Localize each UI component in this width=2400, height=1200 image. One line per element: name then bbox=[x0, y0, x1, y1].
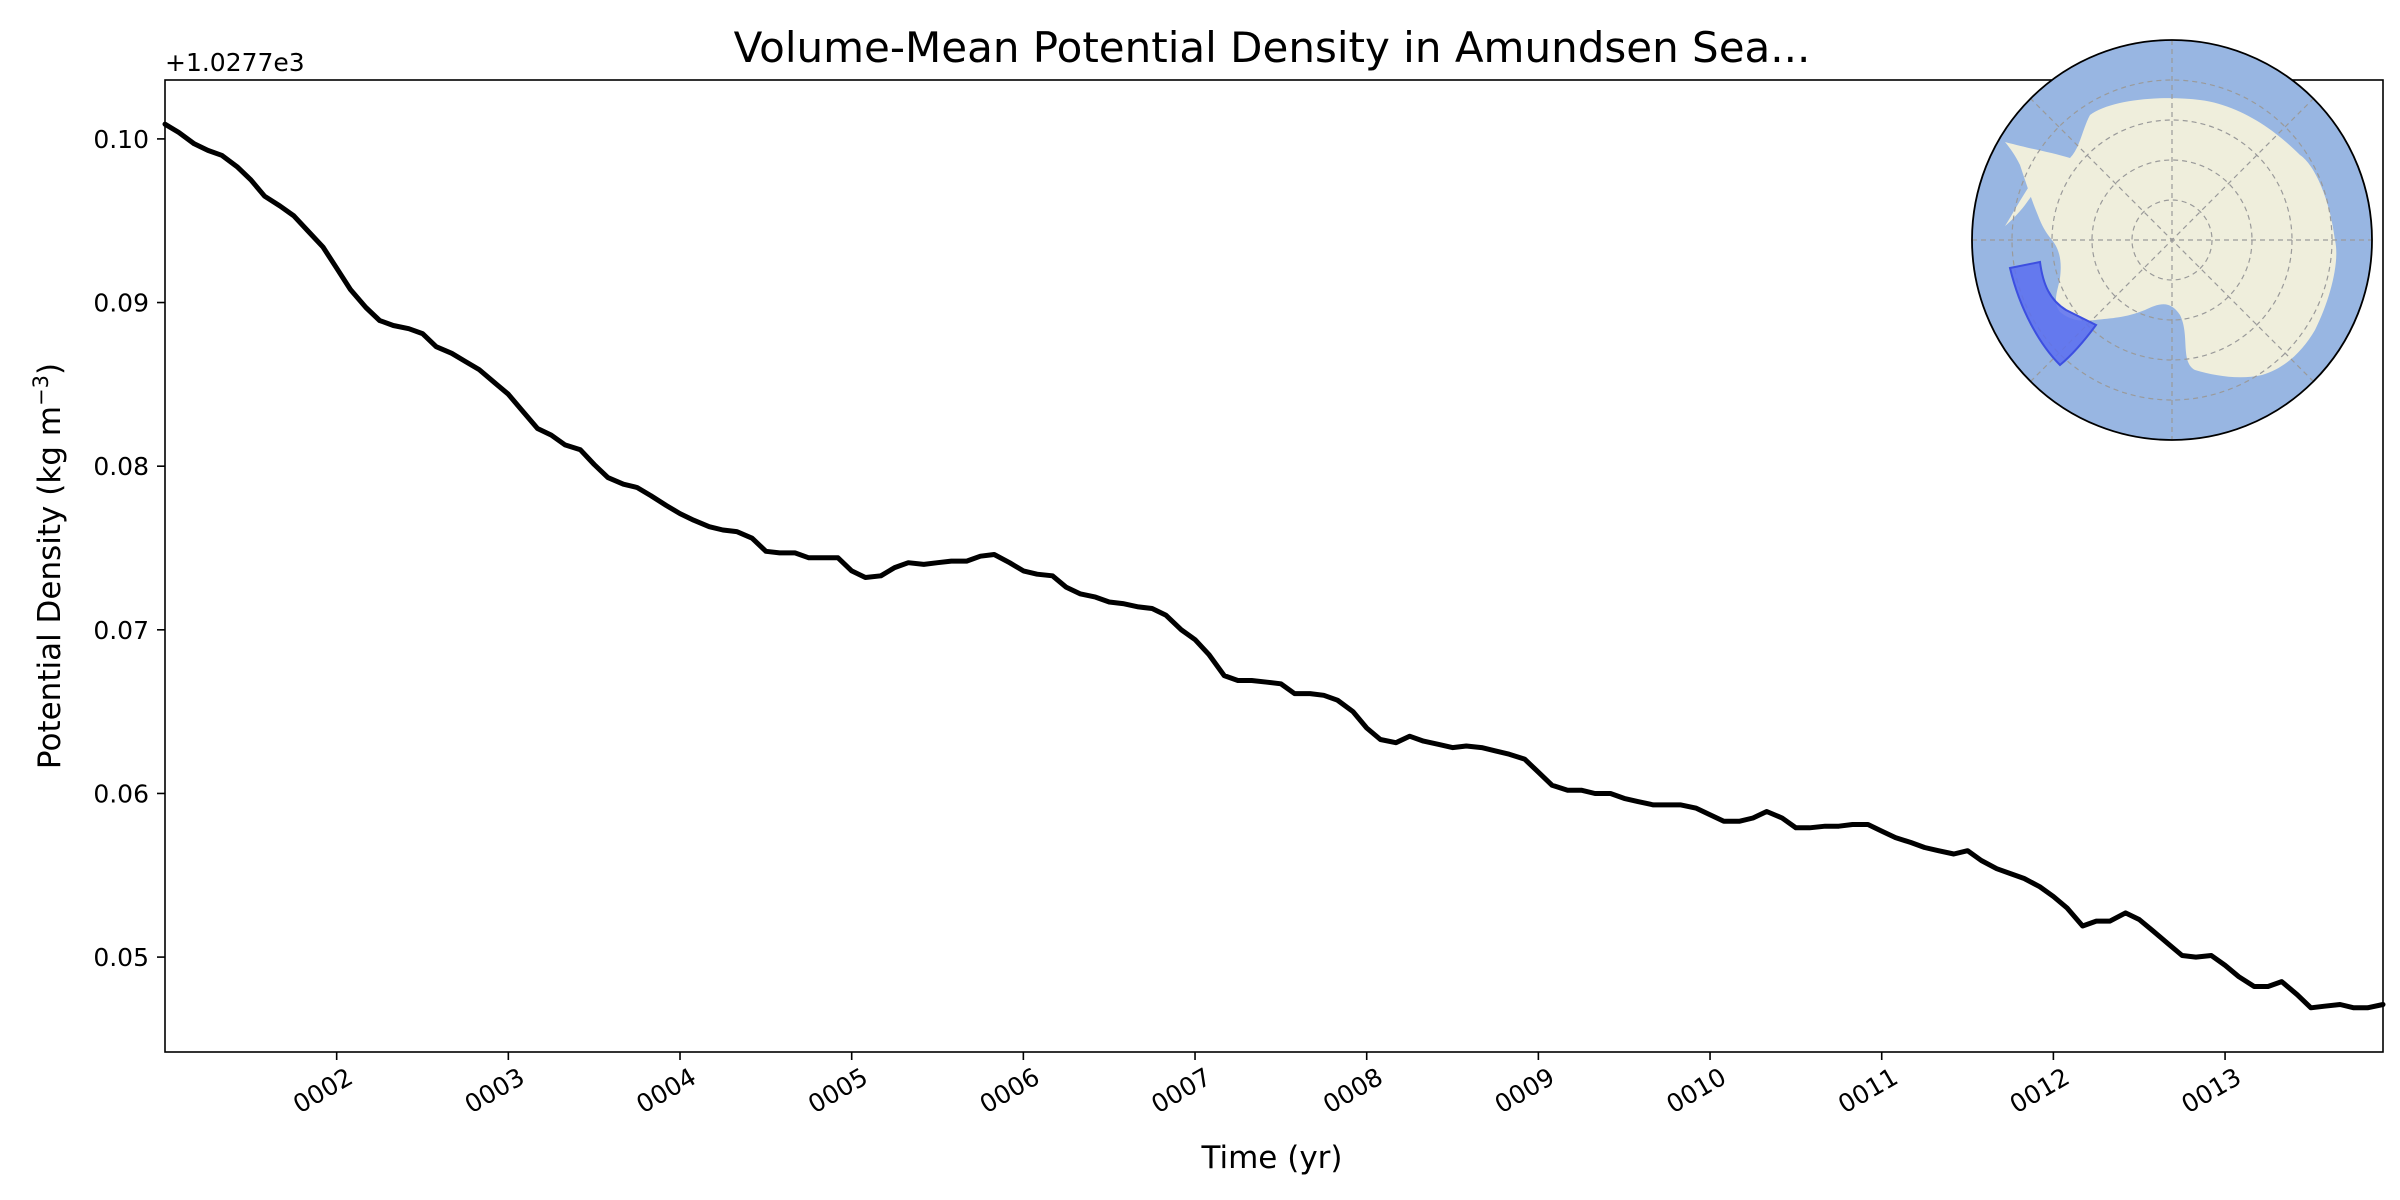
map-outline bbox=[1971, 39, 2373, 441]
map-graticule bbox=[1972, 40, 2372, 440]
axes-frame bbox=[164, 79, 2384, 1053]
amundsen-sea-region bbox=[2008, 260, 2098, 367]
y-tick-label: 0.10 bbox=[93, 125, 149, 154]
y-tick-label: 0.09 bbox=[93, 289, 149, 318]
y-axis-label-close: ) bbox=[32, 363, 68, 375]
y-tick-label: 0.08 bbox=[93, 452, 149, 481]
y-tick-label: 0.07 bbox=[93, 616, 149, 645]
x-axis-label: Time (yr) bbox=[1201, 1140, 1343, 1176]
series-line bbox=[162, 121, 2386, 1011]
y-tick-label: 0.05 bbox=[93, 943, 149, 972]
y-axis-label-main: Potential Density (kg m bbox=[32, 406, 68, 769]
antarctica-landmass bbox=[2005, 98, 2337, 378]
antarctic-peninsula bbox=[2005, 158, 2070, 226]
y-offset-text: +1.0277e3 bbox=[165, 48, 305, 77]
y-axis-ticks: 0.05 0.06 0.07 0.08 0.09 0.10 bbox=[93, 125, 165, 972]
y-axis-label: Potential Density (kg m−3) bbox=[29, 363, 68, 769]
chart-title: Volume-Mean Potential Density in Amundse… bbox=[734, 23, 1811, 72]
y-tick-label: 0.06 bbox=[93, 779, 149, 808]
inset-antarctica-map bbox=[1971, 39, 2373, 441]
y-axis-label-superscript: −3 bbox=[29, 375, 53, 406]
